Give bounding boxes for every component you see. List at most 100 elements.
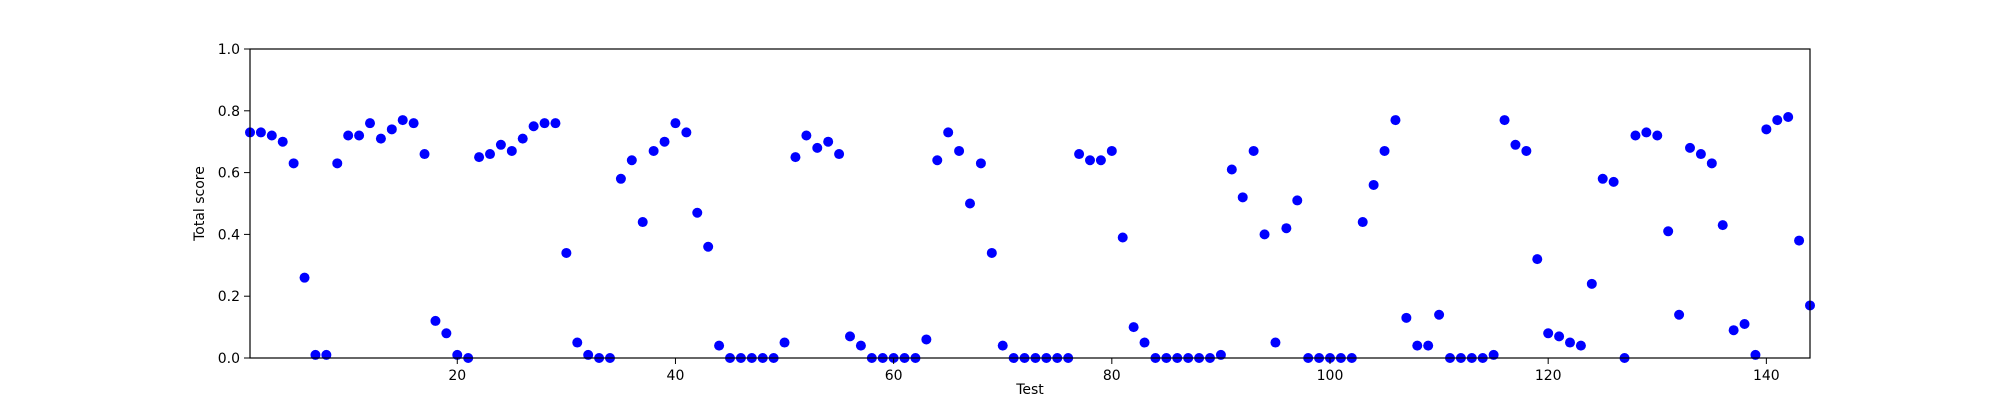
data-point [266, 130, 277, 141]
data-point [1554, 331, 1565, 342]
data-point [1368, 179, 1379, 190]
data-point [539, 118, 550, 129]
x-tick-label: 120 [1535, 368, 1562, 384]
data-point [495, 139, 506, 150]
data-point [1281, 223, 1292, 234]
x-axis-label: Test [1015, 382, 1044, 398]
ticks-layer: 20 40 60 80 100 120 140 0.0 0.2 0.4 0.6 0.8 1.0 [218, 42, 1780, 384]
data-point [1521, 145, 1532, 156]
data-point [1499, 115, 1510, 126]
data-point [1597, 173, 1608, 184]
data-point [943, 127, 954, 138]
data-point [855, 340, 866, 351]
data-point [626, 155, 637, 166]
data-point [561, 247, 572, 258]
x-tick-label: 60 [885, 368, 903, 384]
y-tick-label: 0.2 [218, 289, 240, 305]
y-tick-label: 1.0 [218, 42, 240, 58]
data-point [921, 334, 932, 345]
data-point [932, 155, 943, 166]
data-point [1259, 229, 1270, 240]
data-point [397, 115, 408, 126]
data-point [1794, 235, 1805, 246]
data-point [1565, 337, 1575, 348]
data-point [1728, 325, 1739, 336]
data-point [637, 217, 648, 228]
data-point [343, 130, 354, 141]
data-point [299, 272, 310, 283]
data-point [986, 247, 997, 258]
data-point [506, 145, 517, 156]
data-point [1608, 176, 1619, 187]
data-point [1783, 111, 1794, 122]
data-point [517, 133, 528, 144]
data-point [277, 136, 288, 147]
data-point [528, 121, 539, 132]
data-point [692, 207, 703, 218]
x-tick-label: 80 [1103, 368, 1121, 384]
data-point [365, 118, 375, 129]
data-point [1663, 226, 1674, 237]
plot-frame [249, 48, 1811, 359]
y-axis-label: Total score [192, 166, 208, 242]
data-point [1412, 340, 1423, 351]
data-point [1761, 124, 1772, 135]
y-tick-label: 0.8 [218, 104, 240, 120]
data-point [997, 340, 1008, 351]
x-tick-label: 140 [1753, 368, 1780, 384]
data-point [1575, 340, 1586, 351]
data-point [1434, 309, 1445, 320]
data-point [441, 328, 452, 339]
data-point [1379, 145, 1390, 156]
data-point [572, 337, 583, 348]
data-point [779, 337, 790, 348]
data-point [375, 133, 386, 144]
data-point [648, 145, 659, 156]
data-point [474, 152, 485, 163]
data-point [615, 173, 626, 184]
data-point [681, 127, 692, 138]
data-point [703, 241, 714, 252]
data-point [1270, 337, 1281, 348]
data-point [1706, 158, 1717, 169]
data-point [485, 149, 495, 160]
data-point [255, 127, 266, 138]
data-point [430, 315, 441, 326]
x-tick-label: 40 [667, 368, 685, 384]
data-point [834, 149, 845, 160]
data-point [812, 142, 823, 153]
data-point [332, 158, 343, 169]
y-tick-label: 0.0 [218, 351, 240, 367]
data-point [1674, 309, 1685, 320]
data-point [1695, 149, 1706, 160]
data-point [845, 331, 855, 342]
data-point [1390, 115, 1401, 126]
data-point [1226, 164, 1237, 175]
y-tick-label: 0.4 [218, 227, 240, 243]
data-point [354, 130, 365, 141]
data-point [1543, 328, 1554, 339]
data-point [408, 118, 419, 129]
data-point [1085, 155, 1095, 166]
data-point [1139, 337, 1150, 348]
data-point [1117, 232, 1128, 243]
data-point [1641, 127, 1652, 138]
data-point [1586, 278, 1597, 289]
data-point [1292, 195, 1303, 206]
points-layer [245, 111, 1815, 363]
data-point [1423, 340, 1434, 351]
data-point [386, 124, 397, 135]
data-point [1401, 312, 1412, 323]
x-tick-label: 20 [448, 368, 466, 384]
data-point [1074, 149, 1085, 160]
data-point [965, 198, 975, 209]
data-point [1128, 322, 1139, 333]
data-point [659, 136, 670, 147]
data-point [714, 340, 725, 351]
data-point [823, 136, 834, 147]
y-tick-label: 0.6 [218, 166, 240, 182]
data-point [790, 152, 801, 163]
data-point [1237, 192, 1248, 203]
